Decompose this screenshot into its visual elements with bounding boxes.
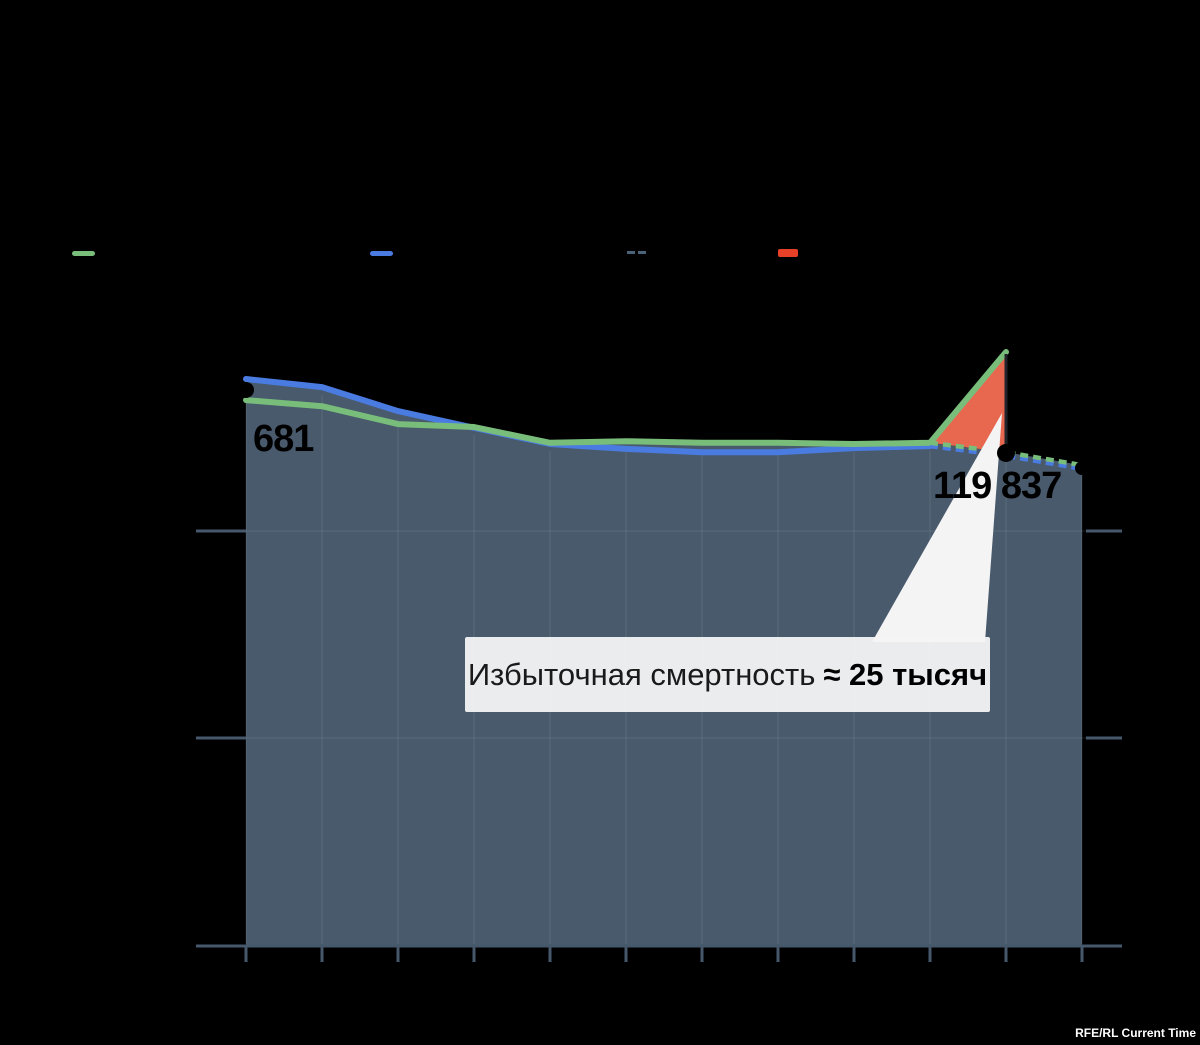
annotation-value: ≈ 25 тысяч (823, 656, 988, 692)
watermark: RFE/RL Current Time (1075, 1026, 1196, 1040)
start-dot (238, 381, 254, 398)
line-green-solid (243, 349, 1009, 447)
peak-value-label: 119 837 (933, 465, 1062, 507)
legend-dashed-line-swatch (627, 251, 647, 254)
line-blue-solid (243, 376, 933, 456)
callout-wedge (872, 413, 1002, 642)
excess-mortality-annotation: Избыточная смертность ≈ 25 тысяч (465, 637, 990, 712)
legend-blue-line-swatch (370, 251, 393, 256)
annotation-text: Избыточная смертность (467, 656, 816, 692)
legend-excess-area-swatch (778, 249, 798, 257)
peak-dot (997, 443, 1015, 462)
end-dot (1075, 461, 1089, 476)
start-value-label: 681 (253, 418, 314, 460)
legend-green-line-swatch (72, 251, 95, 256)
